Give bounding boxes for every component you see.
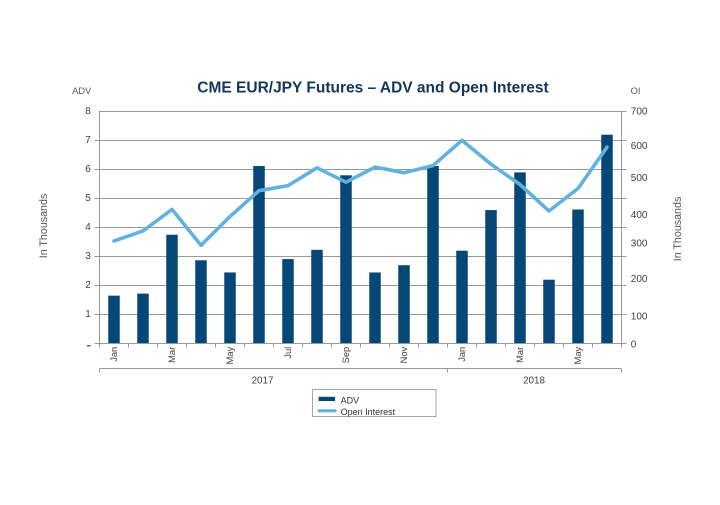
svg-text:May: May (225, 346, 235, 364)
svg-text:May: May (573, 346, 583, 364)
svg-text:6: 6 (85, 164, 91, 175)
svg-text:100: 100 (631, 312, 648, 323)
svg-text:200: 200 (631, 274, 648, 285)
svg-text:Jan: Jan (457, 347, 467, 362)
svg-text:In Thousands: In Thousands (38, 194, 50, 259)
svg-text:OI: OI (631, 86, 641, 96)
svg-text:ADV: ADV (341, 395, 360, 405)
svg-text:Jul: Jul (283, 347, 293, 359)
svg-text:3: 3 (85, 251, 91, 262)
svg-text:8: 8 (85, 106, 91, 117)
svg-text:5: 5 (85, 193, 91, 204)
svg-text:Open Interest: Open Interest (341, 407, 396, 417)
svg-text:In Thousands: In Thousands (672, 197, 684, 262)
svg-text:500: 500 (631, 173, 648, 184)
svg-text:0: 0 (631, 340, 637, 351)
svg-text:2: 2 (85, 280, 91, 291)
svg-text:400: 400 (631, 210, 648, 221)
svg-text:600: 600 (631, 141, 648, 152)
svg-text:2017: 2017 (252, 375, 274, 386)
svg-text:Sep: Sep (341, 347, 351, 364)
svg-text:1: 1 (85, 309, 91, 320)
svg-text:CME EUR/JPY Futures – ADV and: CME EUR/JPY Futures – ADV and Open Inter… (197, 79, 548, 96)
svg-text:ADV: ADV (72, 86, 92, 96)
svg-text:300: 300 (631, 239, 648, 250)
svg-text:2018: 2018 (523, 375, 545, 386)
svg-text:Nov: Nov (399, 346, 409, 363)
svg-text:Mar: Mar (515, 347, 525, 363)
svg-text:700: 700 (631, 107, 648, 118)
svg-text:Mar: Mar (167, 347, 177, 363)
svg-text:7: 7 (85, 135, 91, 146)
svg-text:4: 4 (85, 222, 91, 233)
svg-text:Jan: Jan (109, 347, 119, 362)
